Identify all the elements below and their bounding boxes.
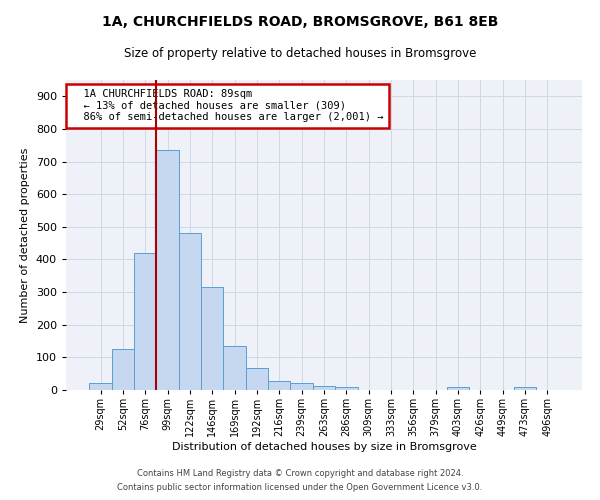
Bar xyxy=(179,234,201,390)
Bar xyxy=(447,386,469,390)
Bar xyxy=(313,386,335,390)
Bar xyxy=(290,383,313,390)
Text: 1A, CHURCHFIELDS ROAD, BROMSGROVE, B61 8EB: 1A, CHURCHFIELDS ROAD, BROMSGROVE, B61 8… xyxy=(102,15,498,29)
Bar xyxy=(514,386,536,390)
Text: Size of property relative to detached houses in Bromsgrove: Size of property relative to detached ho… xyxy=(124,48,476,60)
Y-axis label: Number of detached properties: Number of detached properties xyxy=(20,148,30,322)
Text: 1A CHURCHFIELDS ROAD: 89sqm
  ← 13% of detached houses are smaller (309)
  86% o: 1A CHURCHFIELDS ROAD: 89sqm ← 13% of det… xyxy=(71,90,383,122)
Bar xyxy=(89,384,112,390)
X-axis label: Distribution of detached houses by size in Bromsgrove: Distribution of detached houses by size … xyxy=(172,442,476,452)
Bar xyxy=(223,346,246,390)
Bar xyxy=(268,381,290,390)
Bar xyxy=(246,368,268,390)
Bar xyxy=(157,150,179,390)
Bar xyxy=(134,253,157,390)
Bar xyxy=(112,349,134,390)
Bar xyxy=(335,386,358,390)
Text: Contains HM Land Registry data © Crown copyright and database right 2024.: Contains HM Land Registry data © Crown c… xyxy=(137,468,463,477)
Text: Contains public sector information licensed under the Open Government Licence v3: Contains public sector information licen… xyxy=(118,484,482,492)
Bar xyxy=(201,287,223,390)
